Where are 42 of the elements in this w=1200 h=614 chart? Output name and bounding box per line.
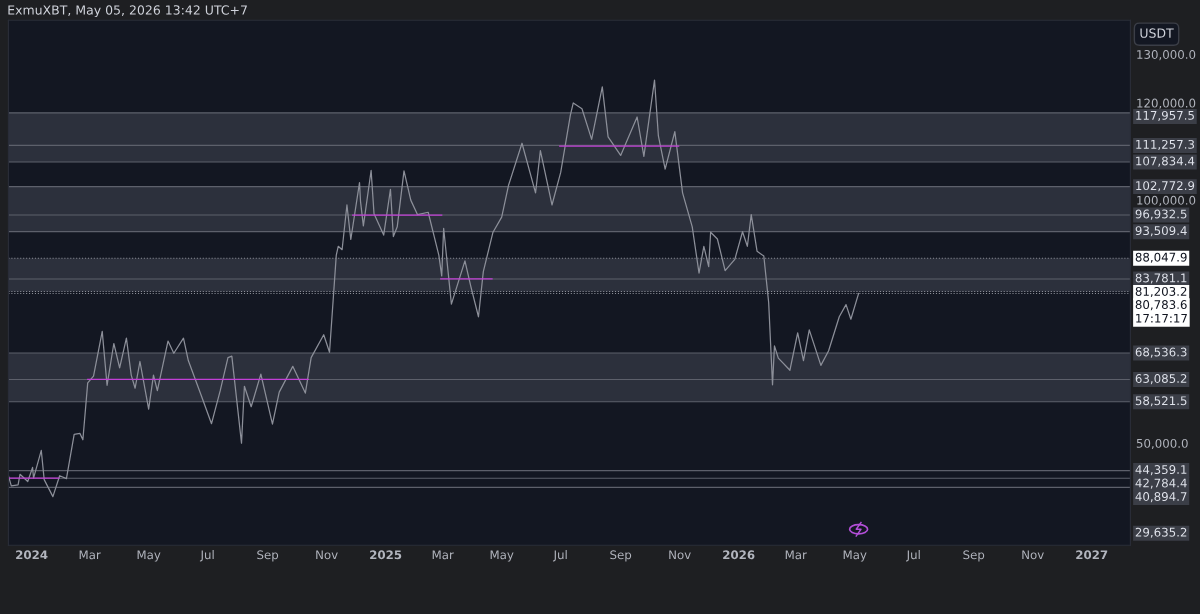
ref-line-label: 93,509.4: [1135, 226, 1187, 237]
ref-line-label: 88,047.9: [1135, 252, 1187, 263]
x-tick-label: 2024: [16, 550, 48, 560]
x-tick-label: 2027: [1076, 550, 1108, 560]
x-tick-label: Mar: [432, 550, 454, 560]
ref-line-label: 83,781.1: [1135, 273, 1187, 284]
ref-line-label: 111,257.3: [1136, 139, 1195, 151]
x-tick-label: Jul: [552, 550, 567, 562]
y-tick-label: 130,000.0: [1137, 50, 1196, 61]
ref-line-label: 80,783.6 17:17:17: [1135, 300, 1187, 323]
ref-line-label: 58,521.5: [1135, 396, 1187, 407]
y-tick-label: 100,000.0: [1137, 195, 1196, 206]
ref-line-label: 42,784.4: [1135, 478, 1187, 489]
x-tick-label: Mar: [79, 550, 101, 560]
x-tick-label: May: [137, 550, 161, 562]
ref-line-label: 117,957.5: [1136, 110, 1194, 122]
y-tick-label: 120,000.0: [1137, 98, 1196, 109]
x-tick-label: Sep: [963, 550, 985, 562]
text: 29,635.2: [1135, 527, 1187, 538]
ref-line-label: 102,772.9: [1136, 181, 1195, 192]
ref-line-label: 63,085.2: [1135, 374, 1187, 385]
x-tick-label: 2025: [370, 550, 402, 560]
ref-line-label: 68,536.3: [1135, 347, 1187, 358]
y-axis-title: USDT: [1140, 28, 1174, 38]
x-tick-label: Nov: [1022, 550, 1044, 560]
x-tick-label: 2026: [723, 550, 755, 560]
x-tick-label: May: [490, 550, 514, 562]
chart-title: ExmuXBT, May 05, 2026 13:42 UTC+7: [8, 5, 247, 18]
ref-line-label: 81,203.2: [1135, 286, 1187, 298]
x-tick-label: Sep: [610, 550, 632, 562]
ref-line-label: 44,359.1: [1135, 465, 1187, 476]
x-tick-label: Sep: [257, 550, 279, 562]
x-tick-label: Jul: [906, 550, 920, 562]
y-tick-label: 50,000.0: [1136, 438, 1188, 450]
x-tick-label: Jul: [199, 550, 214, 562]
x-tick-label: May: [843, 550, 867, 562]
x-tick-label: Nov: [669, 550, 691, 560]
x-tick-label: Mar: [785, 550, 807, 560]
ref-line-label: 107,834.4: [1136, 156, 1195, 167]
ref-line-label: 96,932.5: [1135, 209, 1187, 220]
ref-line-label: 40,894.7: [1135, 492, 1187, 503]
x-tick-label: Nov: [316, 550, 338, 560]
